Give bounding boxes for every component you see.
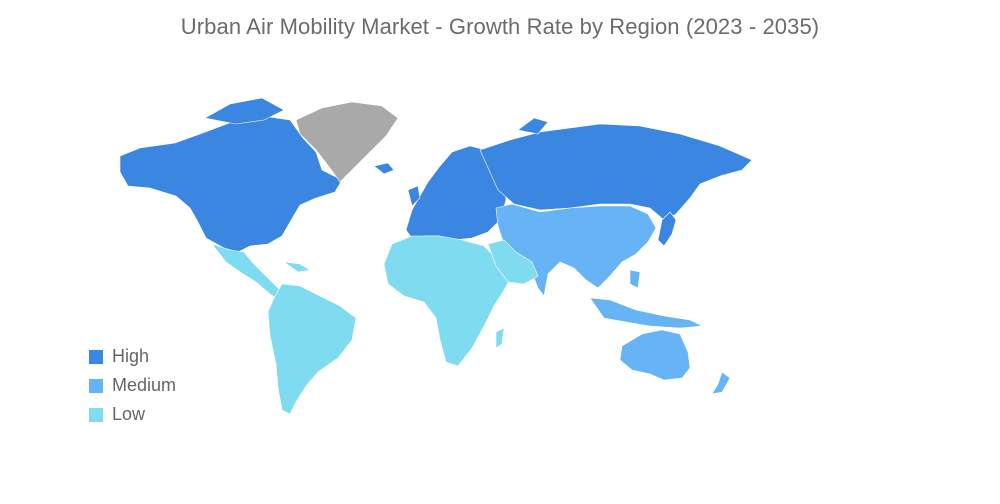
map-title: Urban Air Mobility Market - Growth Rate … xyxy=(180,14,820,39)
region-madagascar xyxy=(495,327,505,349)
legend-swatch-high xyxy=(89,349,103,364)
region-caribbean xyxy=(283,261,311,273)
legend-label-medium: Medium xyxy=(112,375,177,395)
legend-item-low: Low xyxy=(89,400,176,429)
region-russia xyxy=(479,123,753,221)
region-japan xyxy=(657,211,677,247)
region-middle-east xyxy=(487,239,539,285)
region-south-america xyxy=(267,283,357,415)
region-new-zealand xyxy=(711,371,731,395)
legend: High Medium Low xyxy=(89,342,176,429)
region-southeast-asia-islands xyxy=(589,297,704,329)
legend-label-low: Low xyxy=(112,404,146,424)
legend-swatch-medium xyxy=(89,378,103,393)
region-greenland xyxy=(295,101,399,183)
legend-swatch-low xyxy=(89,407,103,422)
region-russia-arctic-islands xyxy=(517,117,549,135)
region-north-america-arctic-islands xyxy=(204,97,285,125)
legend-item-medium: Medium xyxy=(89,371,176,400)
legend-item-high: High xyxy=(89,342,176,371)
region-philippines xyxy=(629,269,641,289)
region-africa xyxy=(383,235,513,367)
region-uk xyxy=(407,185,421,207)
legend-label-high: High xyxy=(112,346,150,366)
region-australia xyxy=(619,329,691,381)
region-iceland xyxy=(373,162,395,175)
